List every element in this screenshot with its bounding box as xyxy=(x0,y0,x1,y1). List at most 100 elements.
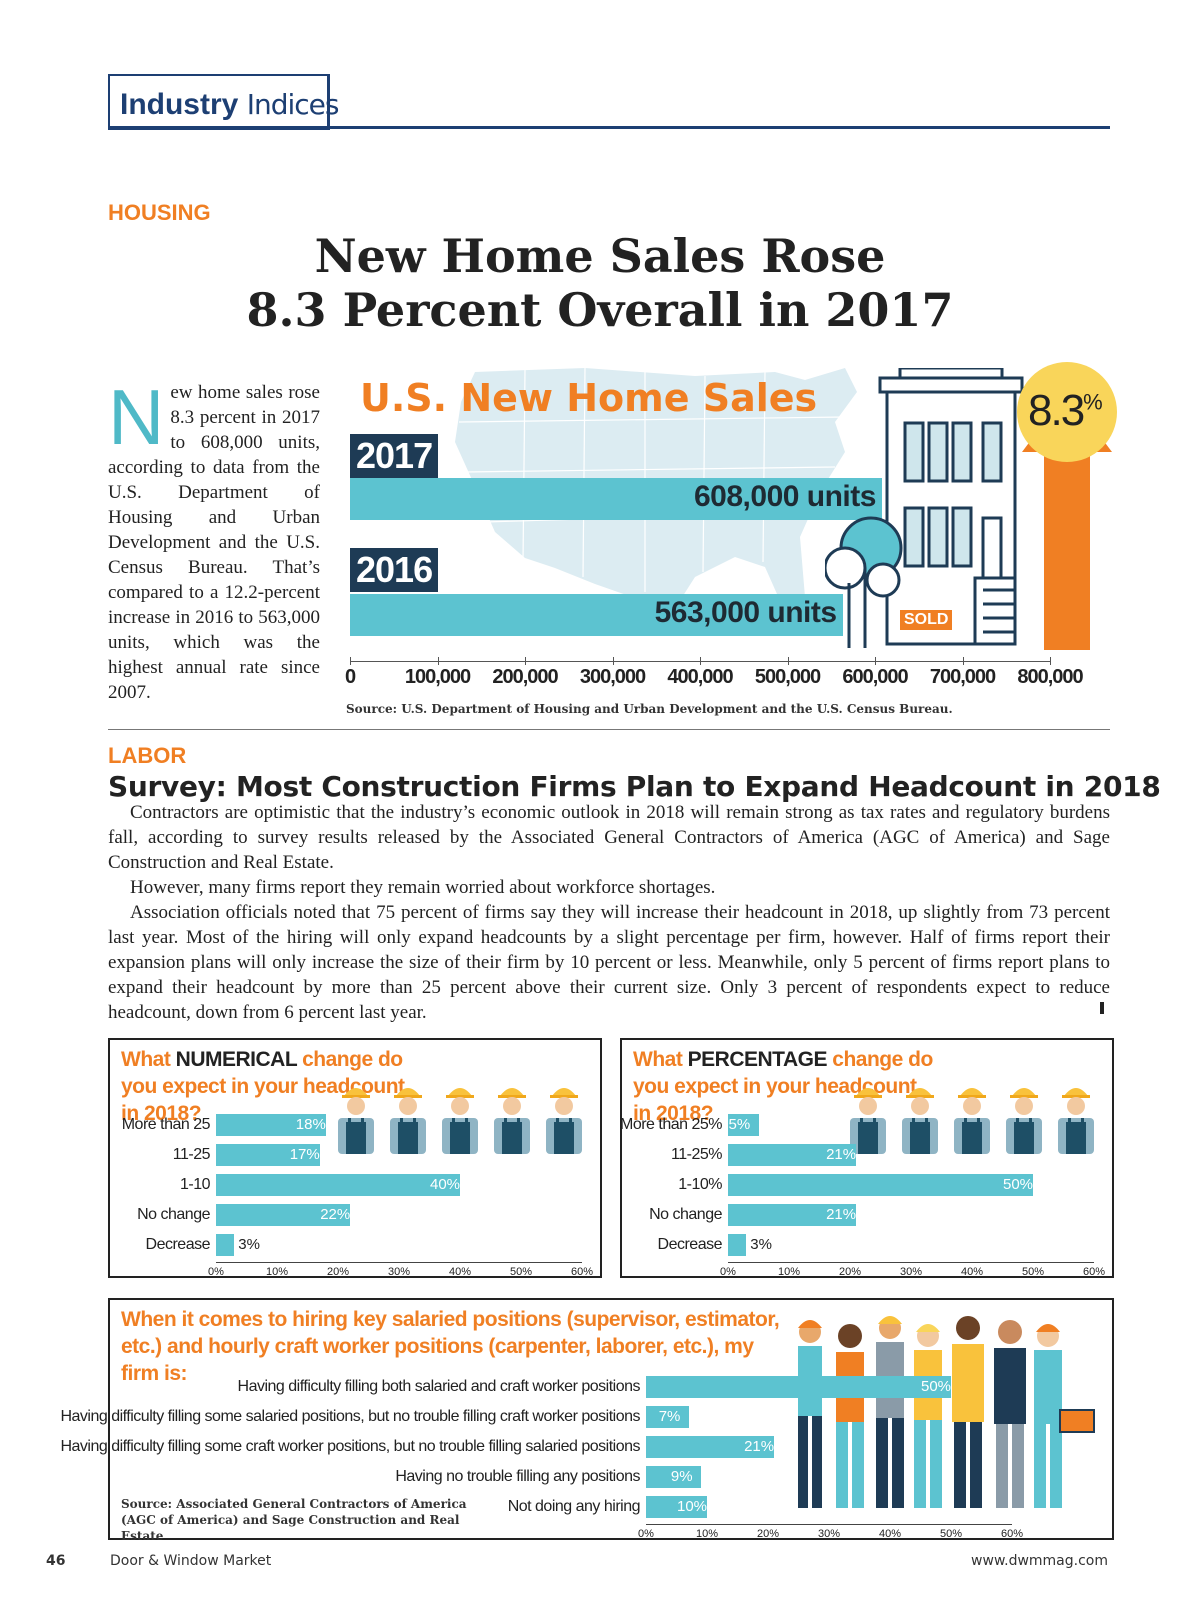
numerical-change-panel xyxy=(108,1038,602,1278)
publication-url: www.dwmmag.com xyxy=(971,1553,1108,1569)
end-of-article-mark xyxy=(1100,1002,1104,1014)
bar xyxy=(646,1436,775,1458)
worker-figure xyxy=(1058,1088,1094,1154)
category-label: Decrease xyxy=(657,1236,723,1253)
bar xyxy=(646,1466,701,1488)
labor-body: Contractors are optimistic that the indu… xyxy=(108,800,1110,1025)
category-label: Having difficulty filling some craft wor… xyxy=(60,1438,640,1455)
home-sales-value-2016: 563,000 units xyxy=(654,596,837,629)
bar xyxy=(728,1174,1033,1196)
x-axis-tick-label: 50% xyxy=(939,1528,963,1540)
labor-paragraph: However, many firms report they remain w… xyxy=(130,877,716,898)
bar-value-label: 17% xyxy=(289,1146,320,1163)
bar xyxy=(216,1144,320,1166)
bar xyxy=(216,1114,326,1136)
bar xyxy=(728,1204,857,1226)
home-sales-bar-2017 xyxy=(350,478,882,520)
bar xyxy=(216,1204,351,1226)
x-axis-tick xyxy=(875,657,876,665)
worker-figure xyxy=(1006,1088,1042,1154)
bar xyxy=(646,1406,689,1428)
bar-value-label: 22% xyxy=(320,1206,351,1223)
percentage-panel-title: What PERCENTAGE change do you expect in … xyxy=(633,1046,933,1127)
x-axis-tick-label: 0 xyxy=(344,666,356,688)
x-axis-tick-label: 20% xyxy=(756,1528,780,1540)
labor-kicker: LABOR xyxy=(108,743,187,768)
construction-workers-illustration xyxy=(798,1316,1095,1508)
increase-unit: % xyxy=(1083,389,1103,415)
increase-value: 8.3 xyxy=(1028,386,1085,435)
category-label: No change xyxy=(649,1206,722,1223)
category-label: 11-25 xyxy=(172,1146,211,1163)
worker-figure xyxy=(954,1088,990,1154)
x-axis-tick-label: 20% xyxy=(838,1266,862,1278)
bar-value-label: 21% xyxy=(826,1206,857,1223)
increase-circle xyxy=(1017,362,1117,462)
bar xyxy=(728,1234,747,1256)
panel-title-emphasis: NUMERICAL xyxy=(175,1048,298,1071)
category-label: 11-25% xyxy=(671,1146,722,1163)
hiring-source: Source: Associated General Contractors o… xyxy=(121,1497,467,1543)
panel-title-part: What xyxy=(633,1048,688,1071)
bar-value-label: 50% xyxy=(921,1378,952,1395)
drop-cap: N xyxy=(108,373,165,461)
year-tag-2017: 2017 xyxy=(350,434,439,478)
panel-title-emphasis: PERCENTAGE xyxy=(687,1048,828,1071)
home-sales-source: Source: U.S. Department of Housing and U… xyxy=(346,702,953,716)
x-axis-tick-label: 400,000 xyxy=(667,666,733,688)
x-axis-tick xyxy=(525,657,526,665)
x-axis-tick-label: 700,000 xyxy=(929,666,996,688)
section-divider xyxy=(108,729,1110,730)
category-label: More than 25% xyxy=(619,1116,723,1133)
x-axis-tick-label: 20% xyxy=(326,1266,350,1278)
bar xyxy=(216,1174,460,1196)
x-axis-tick-label: 60% xyxy=(1000,1528,1024,1540)
labor-paragraph: Contractors are optimistic that the indu… xyxy=(108,802,1110,873)
category-label: No change xyxy=(137,1206,210,1223)
x-axis-tick-label: 60% xyxy=(1082,1266,1106,1278)
bar-value-label: 3% xyxy=(750,1236,772,1253)
hiring-panel xyxy=(108,1298,1114,1540)
worker-figure xyxy=(494,1088,530,1154)
x-axis-tick-label: 50% xyxy=(1021,1266,1045,1278)
sold-sign: SOLD xyxy=(898,608,955,632)
panel-title-part: change do you expect in your headcount i… xyxy=(121,1048,405,1125)
numerical-panel-title: What NUMERICAL change do you expect in y… xyxy=(121,1046,421,1127)
bar-value-label: 21% xyxy=(826,1146,857,1163)
housing-body-text: ew home sales rose 8.3 percent in 2017 t… xyxy=(108,382,320,703)
x-axis xyxy=(728,1262,1094,1263)
housing-headline-line2: 8.3 Percent Overall in 2017 xyxy=(246,283,954,337)
category-label: 1-10% xyxy=(678,1176,722,1193)
worker-figure xyxy=(902,1088,938,1154)
x-axis xyxy=(216,1262,582,1263)
section-title-bold: Industry xyxy=(120,88,239,121)
x-axis-tick xyxy=(700,657,701,665)
panel-title-part: What xyxy=(121,1048,176,1071)
x-axis-tick-label: 500,000 xyxy=(754,666,821,688)
x-axis-tick-label: 30% xyxy=(817,1528,841,1540)
home-sales-chart-title: U.S. New Home Sales xyxy=(360,376,818,420)
category-label: Having difficulty filling some salaried … xyxy=(60,1408,640,1425)
x-axis-tick-label: 0% xyxy=(638,1528,654,1540)
x-axis-tick xyxy=(437,657,439,665)
publication-name: Door & Window Market xyxy=(110,1553,272,1569)
panel-title-part: change do you expect in your headcount i… xyxy=(633,1048,933,1125)
section-title: Industry Indices xyxy=(120,88,340,122)
bar-value-label: 50% xyxy=(1003,1176,1034,1193)
category-label: Having no trouble filling any positions xyxy=(395,1468,640,1485)
worker-figure xyxy=(546,1088,582,1154)
bar xyxy=(216,1234,235,1256)
bar xyxy=(728,1114,759,1136)
category-label: 1-10 xyxy=(179,1176,211,1193)
bar-value-label: 9% xyxy=(670,1468,693,1485)
housing-headline-line1: New Home Sales Rose xyxy=(314,229,886,283)
bar-value-label: 21% xyxy=(744,1438,775,1455)
x-axis-tick-label: 40% xyxy=(448,1266,472,1278)
increase-percent: 8.3% xyxy=(1028,386,1103,436)
x-axis-tick-label: 10% xyxy=(265,1266,289,1278)
hiring-panel-title: When it comes to hiring key salaried pos… xyxy=(121,1308,780,1385)
section-title-light: Indices xyxy=(246,88,340,121)
x-axis-tick xyxy=(962,657,964,665)
x-axis-tick-label: 40% xyxy=(960,1266,984,1278)
